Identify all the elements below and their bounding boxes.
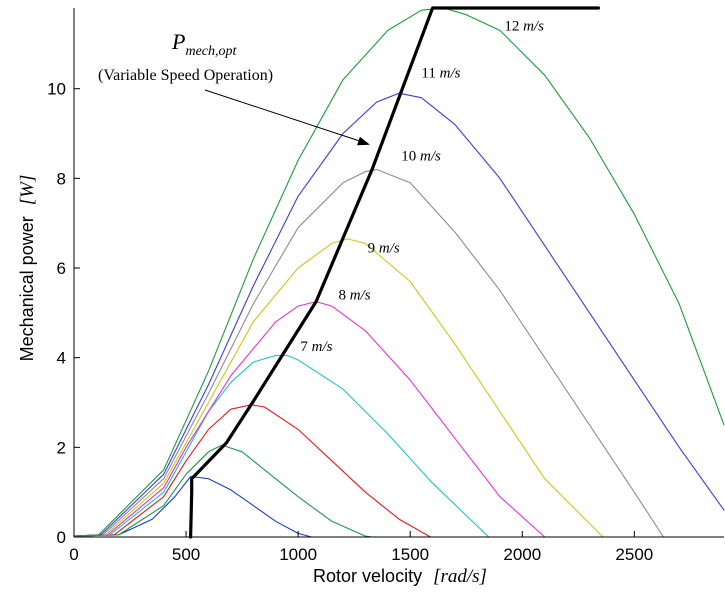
curve-label: 9 m/s xyxy=(368,240,400,256)
x-tick-label: 500 xyxy=(172,545,200,564)
power-curve-5 xyxy=(73,301,546,538)
power-curve-7 xyxy=(73,168,665,538)
annotation-arrow-head xyxy=(357,136,370,146)
x-tick-label: 1500 xyxy=(391,545,429,564)
y-axis-unit: [W] xyxy=(17,175,38,206)
x-tick-label: 2000 xyxy=(503,545,541,564)
curve-label: 10 m/s xyxy=(401,148,441,164)
annotation-text: (Variable Speed Operation) xyxy=(98,67,273,84)
y-tick-label: 10 xyxy=(47,80,66,99)
axes-layer: 0 500 1000 1500 2000 2500 0 2 4 6 8 10 xyxy=(47,8,724,564)
power-curve-4 xyxy=(73,354,490,538)
x-axis-label-text: Rotor velocity xyxy=(313,566,422,586)
power-curve-1 xyxy=(73,475,313,538)
y-axis-label: Mechanical power [W] xyxy=(17,175,38,362)
y-tick-label: 4 xyxy=(57,349,66,368)
curve-labels-layer: 7 m/s 8 m/s 9 m/s 10 m/s 11 m/s 12 m/s xyxy=(300,18,544,355)
power-curve-6 xyxy=(73,238,604,538)
annotation-layer: Pmech,opt (Variable Speed Operation) xyxy=(98,29,370,146)
annotation-arrow-line xyxy=(204,89,363,143)
power-curve-9 xyxy=(73,7,725,537)
y-axis-label-text: Mechanical power xyxy=(17,216,37,361)
curve-label: 8 m/s xyxy=(338,287,370,303)
x-tick-label: 1000 xyxy=(279,545,317,564)
curve-label: 11 m/s xyxy=(421,65,460,81)
x-tick-label: 2500 xyxy=(615,545,653,564)
series-layer xyxy=(73,6,725,539)
power-curve-3 xyxy=(73,404,431,538)
y-tick-label: 0 xyxy=(57,528,66,547)
y-tick-label: 8 xyxy=(57,169,66,188)
optimal-power-line xyxy=(189,6,601,539)
annotation-title: Pmech,opt xyxy=(171,29,237,59)
x-axis-unit: [rad/s] xyxy=(433,566,487,587)
x-axis-label: Rotor velocity [rad/s] xyxy=(313,566,487,587)
power-curve-2 xyxy=(73,444,373,538)
x-tick-label: 0 xyxy=(69,545,78,564)
y-tick-label: 2 xyxy=(57,438,66,457)
y-tick-label: 6 xyxy=(57,259,66,278)
curve-label: 12 m/s xyxy=(504,18,544,34)
curve-label: 7 m/s xyxy=(300,339,332,355)
